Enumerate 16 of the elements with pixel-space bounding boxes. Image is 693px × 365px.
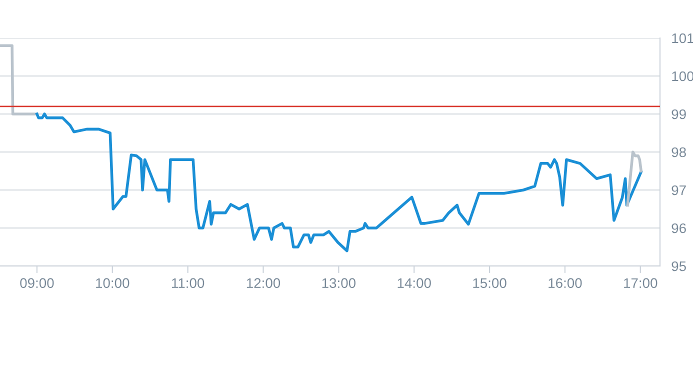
x-tick-label: 13:00 bbox=[322, 278, 356, 288]
x-tick-label: 09:00 bbox=[20, 278, 54, 288]
x-tick-label: 17:00 bbox=[624, 278, 658, 288]
y-tick-label: 96 bbox=[672, 223, 686, 234]
x-tick-label: 15:00 bbox=[473, 278, 506, 288]
line-series bbox=[626, 150, 643, 207]
line-series bbox=[36, 112, 643, 252]
x-tick-label: 12:00 bbox=[246, 278, 280, 288]
y-tick-label: 98 bbox=[672, 147, 686, 158]
x-tick-label: 14:00 bbox=[398, 278, 431, 288]
x-tick-label: 16:00 bbox=[548, 278, 582, 288]
x-tick-label: 11:00 bbox=[172, 278, 204, 288]
y-tick-label: 99 bbox=[672, 109, 686, 120]
y-tick-label: 97 bbox=[672, 185, 686, 196]
x-tick-label: 10:00 bbox=[96, 278, 130, 288]
y-tick-label: 95 bbox=[672, 261, 686, 272]
